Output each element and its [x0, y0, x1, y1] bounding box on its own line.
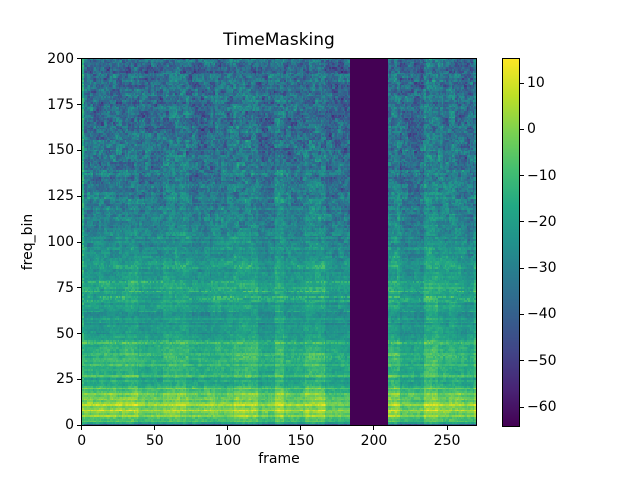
- y-tick-label: 100: [47, 234, 74, 250]
- y-tick-label: 25: [56, 371, 74, 388]
- y-tick-mark: [77, 333, 81, 335]
- colorbar-tick-label: −30: [527, 260, 557, 277]
- x-tick-mark: [81, 426, 83, 430]
- x-tick-mark: [300, 426, 302, 430]
- x-tick-label: 200: [360, 433, 388, 449]
- y-tick-mark: [77, 287, 81, 289]
- y-tick-label: 150: [47, 142, 74, 159]
- x-tick-mark: [373, 426, 375, 430]
- colorbar: [502, 58, 520, 427]
- y-tick-label: 200: [47, 50, 74, 67]
- y-tick-mark: [77, 58, 81, 60]
- chart-title: TimeMasking: [223, 30, 335, 50]
- x-tick-label: 100: [214, 433, 242, 449]
- y-tick-label: 75: [56, 279, 74, 296]
- y-tick-mark: [77, 241, 81, 243]
- colorbar-tick-label: 10: [527, 75, 545, 91]
- spectrogram-heatmap: [81, 58, 477, 426]
- x-tick-label: 50: [145, 433, 164, 449]
- y-tick-label: 175: [47, 96, 74, 113]
- y-tick-label: 125: [47, 188, 74, 205]
- x-tick-mark: [227, 426, 229, 430]
- colorbar-tick-mark: [520, 313, 524, 315]
- colorbar-tick-mark: [520, 175, 524, 177]
- x-tick-mark: [446, 426, 448, 430]
- y-tick-label: 50: [56, 325, 74, 342]
- y-tick-mark: [77, 378, 81, 380]
- x-tick-label: 250: [433, 433, 461, 449]
- colorbar-tick-label: −20: [527, 213, 557, 230]
- colorbar-tick-mark: [520, 267, 524, 269]
- x-tick-label: 150: [287, 433, 315, 449]
- x-tick-label: 0: [77, 433, 87, 449]
- colorbar-tick-mark: [520, 221, 524, 223]
- y-tick-label: 0: [65, 417, 74, 434]
- colorbar-tick-mark: [520, 128, 524, 130]
- x-tick-mark: [154, 426, 156, 430]
- colorbar-tick-label: −50: [527, 352, 557, 369]
- colorbar-tick-label: −40: [527, 306, 557, 323]
- y-tick-mark: [77, 424, 81, 426]
- colorbar-tick-label: 0: [527, 121, 536, 138]
- colorbar-tick-label: −10: [527, 167, 557, 184]
- y-axis-label: freq_bin: [20, 213, 36, 271]
- colorbar-tick-mark: [520, 82, 524, 84]
- y-tick-mark: [77, 104, 81, 106]
- colorbar-tick-label: −60: [527, 399, 557, 416]
- y-tick-mark: [77, 195, 81, 197]
- colorbar-tick-mark: [520, 360, 524, 362]
- colorbar-tick-mark: [520, 406, 524, 408]
- y-tick-mark: [77, 149, 81, 151]
- x-axis-label: frame: [258, 451, 300, 467]
